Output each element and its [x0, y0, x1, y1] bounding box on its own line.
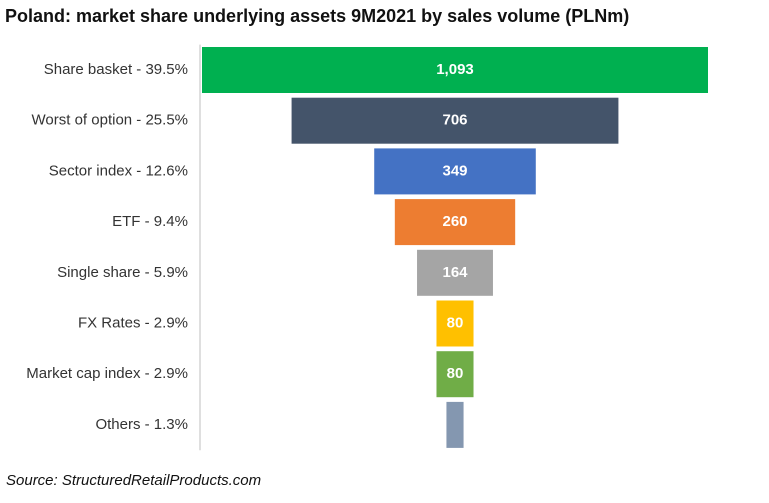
- funnel-bar: [374, 148, 536, 195]
- category-label: Others - 1.3%: [95, 416, 188, 433]
- value-label: 80: [447, 314, 464, 331]
- funnel-bar: [446, 401, 464, 448]
- funnel-bar: [202, 47, 708, 93]
- category-label: Worst of option - 25.5%: [32, 112, 188, 129]
- value-label: 349: [442, 162, 467, 179]
- category-labels: Share basket - 39.5% Worst of option - 25…: [26, 61, 188, 433]
- chart-title: Poland: market share underlying assets 9…: [5, 6, 630, 26]
- value-label: 260: [442, 213, 467, 230]
- funnel-bar: [394, 199, 516, 246]
- value-label: 706: [442, 112, 467, 129]
- value-label: 164: [442, 264, 468, 281]
- funnel-bar: [436, 300, 474, 347]
- category-label: Market cap index - 2.9%: [26, 365, 188, 382]
- value-label: 80: [447, 365, 464, 382]
- category-label: Single share - 5.9%: [57, 264, 188, 281]
- funnel-bar: [291, 97, 619, 144]
- category-label: FX Rates - 2.9%: [78, 314, 188, 331]
- value-label: 1,093: [436, 61, 474, 78]
- category-label: ETF - 9.4%: [112, 213, 188, 230]
- category-label: Sector index - 12.6%: [49, 162, 188, 179]
- funnel-bars: [202, 47, 708, 448]
- funnel-bar: [417, 249, 493, 296]
- funnel-bar: [436, 351, 474, 398]
- value-labels: 1,093 706 349 260 164 80 80: [436, 61, 474, 382]
- category-label: Share basket - 39.5%: [44, 61, 188, 78]
- source-note: Source: StructuredRetailProducts.com: [6, 472, 262, 489]
- funnel-chart: Share basket - 39.5% Worst of option - 25…: [26, 44, 708, 451]
